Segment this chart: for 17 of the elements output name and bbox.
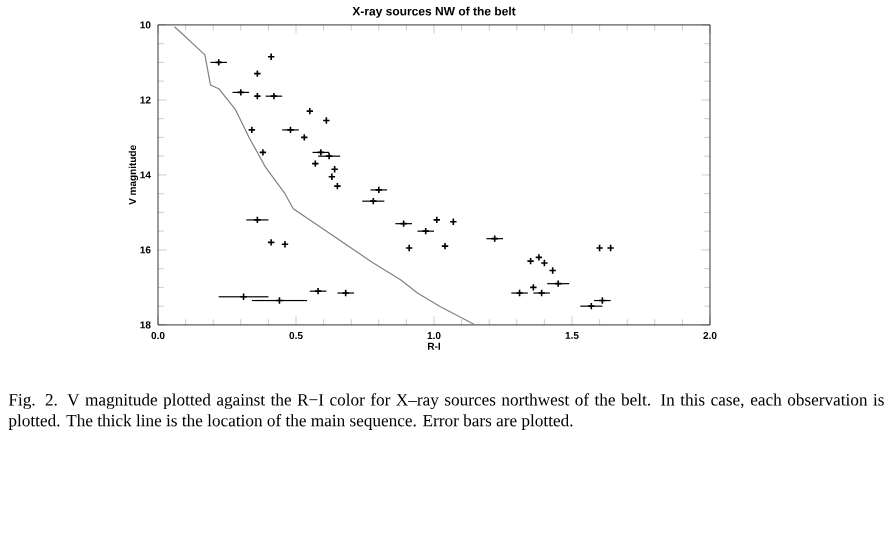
point [432,215,441,224]
point [341,288,350,297]
point [253,215,262,224]
point [540,258,549,267]
point [606,243,615,252]
point [247,125,256,134]
point [595,243,604,252]
point [327,172,336,181]
point [405,243,414,252]
point [286,125,295,134]
point [449,217,458,226]
point [554,279,563,288]
point [374,185,383,194]
point [267,52,276,61]
point [515,288,524,297]
point [490,234,499,243]
caption: Fig. 2. V magnitude plotted against the R−I color for X–ray sources northwest of the belt. In this case, each observation is plotted. The thick line is the location of the main sequence. Error bars are plotted. [8,392,884,430]
